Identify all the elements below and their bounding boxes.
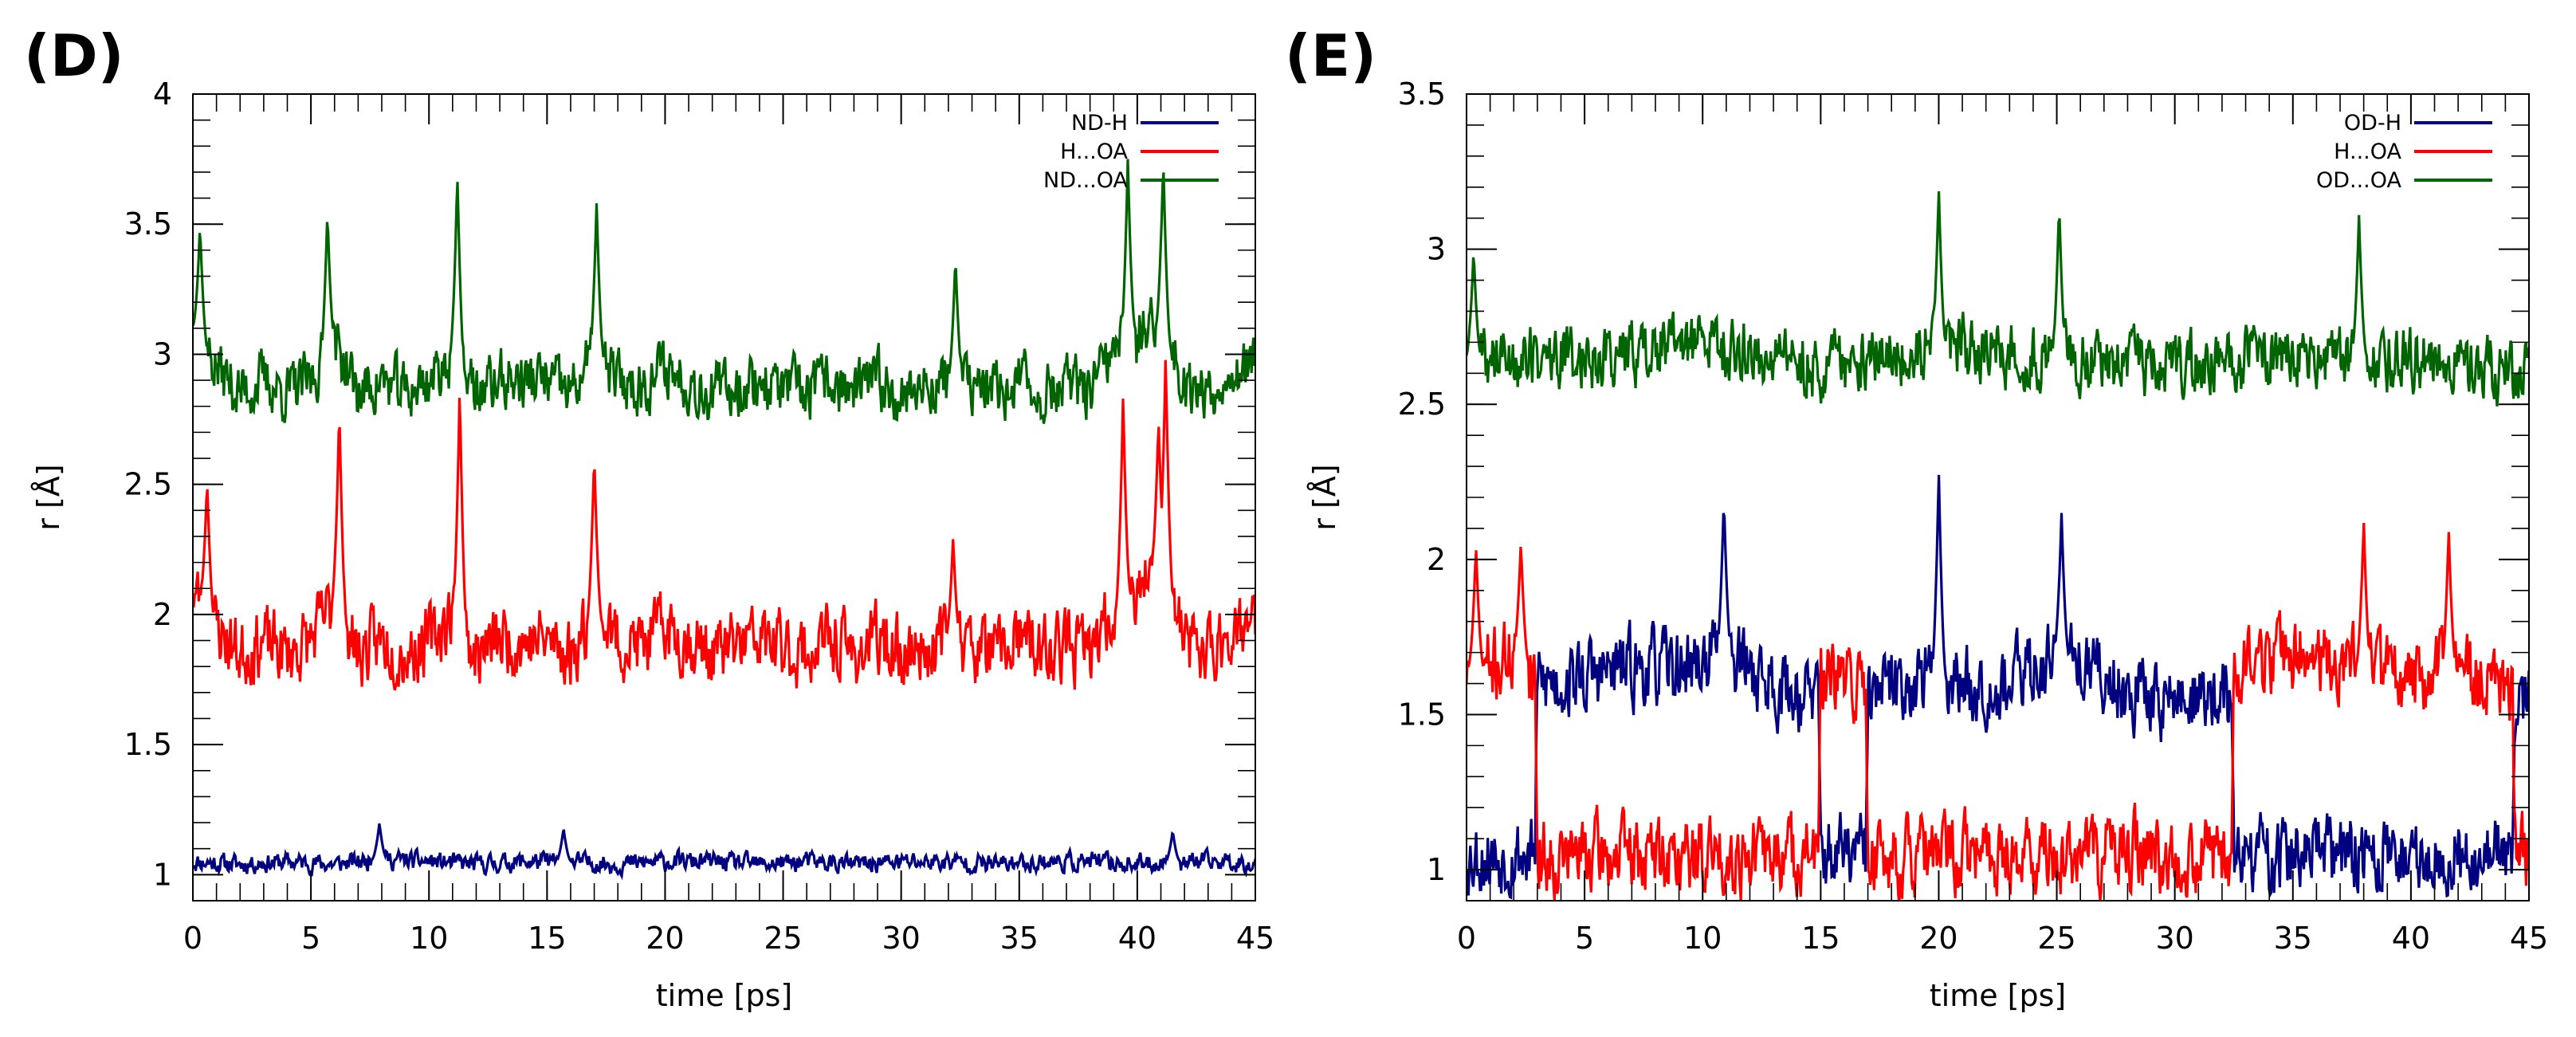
series-line-odoa (1467, 191, 2529, 407)
y-tick-label: 2 (153, 597, 172, 632)
x-tick-label: 10 (1683, 921, 1722, 956)
x-tick-label: 20 (646, 921, 684, 956)
legend-label: H...OA (2334, 139, 2401, 164)
plot-frame (192, 93, 1256, 901)
chart-panel-2: (E) 1 1.5 2 2.5 3 3.5 0 5 10 15 20 25 30 35 40 45 time [p… (1285, 22, 2548, 1013)
y-tick-label: 3.5 (1398, 77, 1446, 112)
series-line-hoa (1467, 523, 2529, 901)
x-tick-label: 30 (2155, 921, 2193, 956)
y-tick-label: 2.5 (124, 467, 172, 502)
y-tick-label: 1.5 (1398, 697, 1446, 732)
x-axis-title: time [ps] (656, 978, 793, 1013)
legend-label: OD-H (2344, 111, 2401, 136)
y-tick-label: 2 (1427, 542, 1446, 577)
x-tick-label: 15 (1801, 921, 1840, 956)
legend-label: H...OA (1060, 139, 1128, 164)
y-tick-label: 3 (153, 336, 172, 371)
x-tick-label: 35 (2274, 921, 2312, 956)
y-axis-title: r [Å] (1307, 464, 1342, 530)
x-axis-title: time [ps] (1930, 978, 2067, 1013)
x-tick-label: 45 (2510, 921, 2548, 956)
y-tick-label: 2.5 (1398, 387, 1446, 422)
y-tick-label: 3 (1427, 232, 1446, 267)
series-line-ndoa (193, 159, 1255, 424)
y-tick-label: 3.5 (124, 206, 172, 242)
x-tick-label: 40 (1118, 921, 1156, 956)
series-line-nd-h (193, 823, 1255, 881)
y-axis-title: r [Å] (31, 464, 66, 530)
series-line-od-h (1467, 474, 2529, 900)
x-tick-label: 0 (1457, 921, 1476, 956)
x-tick-label: 20 (1919, 921, 1958, 956)
x-tick-label: 45 (1236, 921, 1274, 956)
y-tick-label: 1 (1427, 852, 1446, 887)
series-line-hoa (193, 359, 1255, 691)
x-tick-label: 25 (764, 921, 802, 956)
x-tick-label: 5 (1575, 921, 1594, 956)
panel-label: (D) (24, 22, 124, 89)
x-tick-label: 15 (528, 921, 566, 956)
x-tick-label: 10 (410, 921, 448, 956)
x-tick-label: 40 (2392, 921, 2430, 956)
plot-frame (1466, 93, 2530, 901)
y-tick-label: 1.5 (124, 727, 172, 762)
panel-label: (E) (1285, 22, 1376, 89)
legend-label: OD...OA (2316, 168, 2402, 193)
y-tick-label: 4 (153, 77, 172, 112)
x-tick-label: 30 (882, 921, 920, 956)
x-tick-label: 5 (301, 921, 320, 956)
y-tick-label: 1 (153, 857, 172, 892)
x-tick-label: 35 (1000, 921, 1039, 956)
legend-label: ND-H (1071, 111, 1128, 136)
x-tick-label: 0 (183, 921, 202, 956)
legend-label: ND...OA (1043, 168, 1129, 193)
x-tick-label: 25 (2037, 921, 2075, 956)
